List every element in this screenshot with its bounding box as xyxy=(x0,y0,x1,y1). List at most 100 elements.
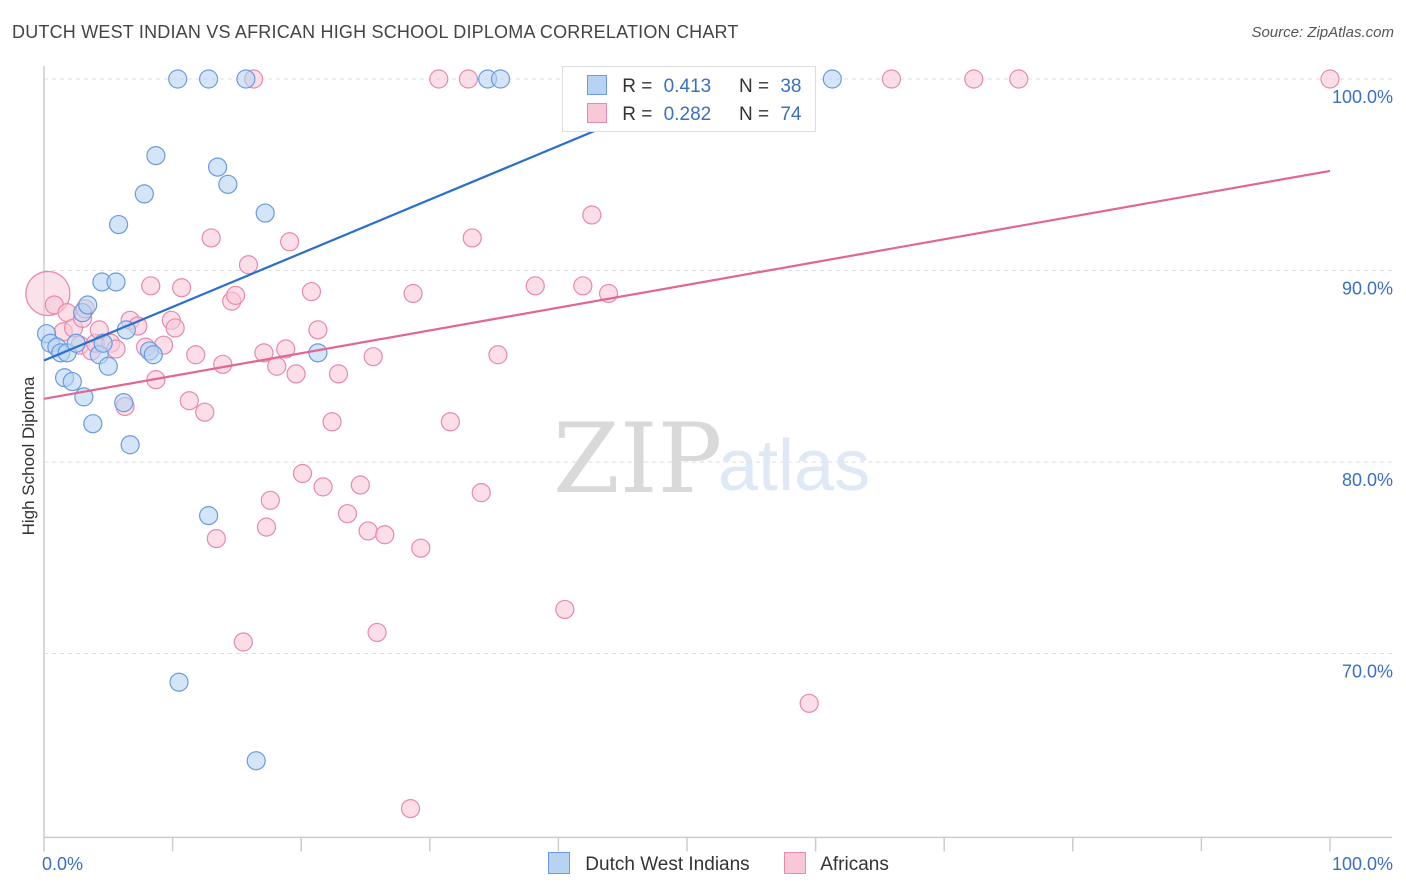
data-point xyxy=(143,345,163,365)
data-point xyxy=(286,364,306,384)
data-point xyxy=(462,228,482,248)
data-point xyxy=(199,69,219,89)
data-point xyxy=(256,517,277,537)
data-point xyxy=(62,371,82,392)
data-point xyxy=(322,412,342,432)
data-point xyxy=(411,538,431,558)
bottom-legend-africans: Africans xyxy=(784,852,889,876)
data-point xyxy=(206,528,226,549)
tick-labels: 70.0% 80.0% 90.0% 100.0% 0.0% 100.0% xyxy=(42,87,1393,874)
data-point xyxy=(1009,69,1029,89)
data-point xyxy=(292,463,313,484)
x-tick-label: 100.0% xyxy=(1332,854,1393,874)
data-point xyxy=(141,276,161,296)
data-point xyxy=(1320,69,1340,89)
bottom-legend-dutch-west-indians: Dutch West Indians xyxy=(548,852,750,876)
data-point xyxy=(403,283,423,304)
legend-n-value: 74 xyxy=(780,104,802,125)
bottom-legend-swatch-pink xyxy=(784,852,806,874)
trend-line-africans xyxy=(43,169,1331,400)
data-point xyxy=(238,255,259,275)
series-africans xyxy=(25,69,1340,819)
legend-n-label: N = xyxy=(738,104,770,125)
legend-r-value: 0.413 xyxy=(663,76,712,97)
data-point xyxy=(246,751,266,771)
data-point xyxy=(236,69,256,89)
legend-r-label: R = xyxy=(622,76,653,97)
data-point xyxy=(573,276,593,296)
axes xyxy=(43,66,1392,852)
y-tick-label: 70.0% xyxy=(1342,662,1393,682)
data-point xyxy=(488,345,508,365)
data-point xyxy=(98,356,118,376)
legend-swatch-blue xyxy=(587,75,607,95)
watermark: ZIP atlas xyxy=(553,403,870,515)
legend-swatch-pink xyxy=(587,103,607,123)
data-point xyxy=(276,339,296,359)
data-point xyxy=(881,69,902,89)
legend-n-label: N = xyxy=(738,76,770,97)
data-point xyxy=(400,799,421,819)
data-point xyxy=(822,69,842,89)
bottom-legend-label: Dutch West Indians xyxy=(585,854,750,875)
data-point xyxy=(114,393,134,413)
y-tick-label: 100.0% xyxy=(1332,87,1393,107)
data-point xyxy=(172,278,192,298)
data-point xyxy=(78,295,98,315)
data-point xyxy=(490,69,511,89)
legend-box: R = 0.413 N = 38 R = 0.282 N = 74 xyxy=(562,66,816,132)
bottom-legend-label: Africans xyxy=(820,854,889,875)
y-axis-label: High School Diploma xyxy=(19,376,38,535)
grid xyxy=(44,78,1392,654)
data-point xyxy=(375,525,395,545)
data-point xyxy=(440,412,460,432)
watermark-atlas: atlas xyxy=(718,426,870,506)
data-point xyxy=(168,69,188,89)
legend-r-label: R = xyxy=(622,104,653,125)
data-point xyxy=(195,402,215,422)
x-tick-label: 0.0% xyxy=(42,854,83,874)
data-point xyxy=(267,356,287,376)
data-point xyxy=(213,354,233,374)
data-point xyxy=(169,672,189,692)
watermark-zip: ZIP xyxy=(553,403,722,515)
data-point xyxy=(458,69,478,89)
data-point xyxy=(280,232,300,252)
legend-row-africans: R = 0.282 N = 74 xyxy=(587,103,801,126)
legend-r-value: 0.282 xyxy=(663,104,712,125)
data-point xyxy=(120,435,140,455)
data-point xyxy=(367,622,387,643)
data-point xyxy=(582,205,602,225)
data-point xyxy=(208,157,228,177)
chart-title: DUTCH WEST INDIAN VS AFRICAN HIGH SCHOOL… xyxy=(12,22,739,42)
data-point xyxy=(108,214,129,235)
data-point xyxy=(226,285,246,305)
legend-n-value: 38 xyxy=(780,76,802,97)
data-point xyxy=(350,475,370,495)
y-tick-label: 90.0% xyxy=(1342,279,1393,299)
data-point xyxy=(358,521,378,541)
data-point xyxy=(308,343,328,363)
data-point xyxy=(471,483,491,503)
data-point xyxy=(313,477,333,497)
data-point xyxy=(233,632,253,652)
data-point xyxy=(964,69,984,89)
data-point xyxy=(260,490,280,510)
data-point xyxy=(254,343,274,363)
data-point xyxy=(146,146,166,166)
y-tick-label: 80.0% xyxy=(1342,470,1393,490)
legend-row-dutch-west-indians: R = 0.413 N = 38 xyxy=(587,75,801,98)
data-point xyxy=(525,276,545,296)
data-point xyxy=(328,364,349,384)
data-point xyxy=(83,414,103,434)
data-point xyxy=(255,203,275,223)
data-point xyxy=(186,345,206,365)
data-point xyxy=(337,504,358,524)
bottom-legend-swatch-blue xyxy=(548,852,570,874)
source-label: Source: ZipAtlas.com xyxy=(1251,24,1394,41)
data-point xyxy=(363,347,383,367)
data-point xyxy=(199,506,219,526)
series-dutch-west-indians xyxy=(36,69,842,771)
data-point xyxy=(106,272,126,292)
